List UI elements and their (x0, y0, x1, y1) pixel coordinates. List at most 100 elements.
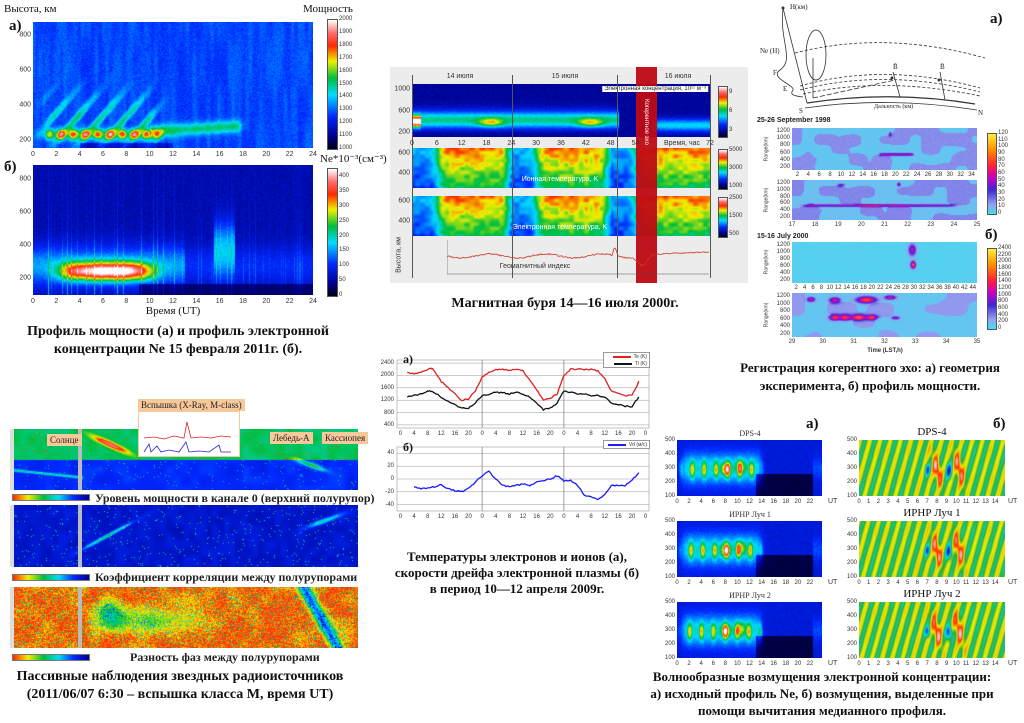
x-unit-label: UT (1008, 579, 1018, 586)
x-tick-label: 2 (876, 661, 881, 667)
ti-label: Ионная температура, K (521, 176, 599, 183)
b-field-arrow (892, 71, 901, 98)
colorbar-tick-label: 1300 (339, 106, 353, 113)
x-tick-label: 72 (706, 140, 714, 147)
fig2-day-label: 16 июля (664, 73, 692, 80)
x-tick-label: 6 (915, 661, 920, 667)
y-tick-label: 500 (664, 518, 675, 524)
colorbar-tick-label: 1100 (339, 132, 352, 139)
y-tick-label: 600 (398, 197, 410, 205)
x-tick-label: 10 (145, 151, 154, 158)
x-tick-label: 16 (215, 298, 224, 305)
x-tick-label: 21 (881, 222, 888, 228)
x-tick-label: 26 (893, 285, 901, 291)
series-line-0 (407, 367, 640, 402)
x-tick-label: 12 (746, 499, 753, 505)
cassiopeia-label: Кассиопея (322, 432, 369, 444)
ne-label: Электронная концентрация, 10¹¹ м⁻³ (602, 86, 708, 92)
fig1-xlabel: Время (UT) (145, 305, 201, 317)
y-tick-label: 200 (664, 560, 675, 566)
fig4-caption-line1: Температуры электронов и ионов (а), (406, 549, 628, 564)
x-tick-label: 1 (867, 661, 871, 667)
strip-colorbar (12, 574, 90, 581)
y-tick-label: 200 (779, 164, 790, 170)
ne-profile-title: DPS-4 (739, 429, 761, 438)
geomagnetic-index-chart (447, 240, 710, 275)
x-tick-label: 6 (811, 285, 815, 291)
colorbar-tick-label: 50 (998, 176, 1005, 183)
colorbar-tick-label: 400 (998, 311, 1009, 318)
x-tick-label: 6 (915, 499, 920, 505)
x-tick-label: 24 (913, 172, 921, 178)
x-tick-label: 8 (589, 431, 593, 437)
x-tick-label: 16 (451, 514, 459, 520)
fig4-legend-b: Vd (м/с) (603, 440, 650, 449)
fig2-ylabel: Высота, км (395, 237, 403, 273)
x-tick-label: 20 (262, 151, 271, 158)
y-tick-label: 600 (779, 149, 790, 156)
phase-difference-strip (14, 587, 358, 648)
y-tick-label: 200 (846, 560, 857, 566)
y-tick-label: 600 (19, 208, 31, 216)
x-tick-label: 11 (962, 580, 970, 586)
day-separator (412, 75, 413, 278)
x-tick-label: 16 (615, 431, 622, 437)
x-tick-label: 12 (169, 298, 177, 305)
x-tick-label: 33 (911, 339, 919, 345)
fig6-caption-line1: Волнообразные возмущения электронной кон… (652, 669, 992, 684)
y-tick-label: 200 (779, 214, 790, 220)
x-tick-label: 12 (601, 514, 609, 520)
x-tick-label: 2 (54, 151, 59, 158)
y-tick-label: 300 (664, 627, 675, 633)
colorbar-tick-label: 1800 (998, 265, 1012, 271)
disturbance-title: ИРНР Луч 2 (903, 588, 961, 600)
x-tick-label: 12 (746, 580, 753, 586)
x-tick-label: 16 (851, 285, 859, 291)
x-tick-label: 14 (192, 151, 201, 158)
x-tick-label: 16 (770, 580, 777, 586)
diagram-h-axis-label: H(км) (790, 3, 808, 11)
electron-density-colorbar (327, 168, 338, 297)
ne-colorbar (718, 86, 728, 138)
x-tick-label: 10 (734, 499, 741, 505)
y-tick-label: 500 (846, 599, 857, 605)
disturbance-heatmap (859, 521, 1005, 577)
coherent-echo-2000-full (792, 242, 977, 283)
y-tick-label: 0 (390, 476, 394, 482)
x-tick-label: 20 (892, 172, 899, 178)
colorbar-tick-label: 1400 (339, 93, 353, 100)
x-tick-label: 16 (451, 431, 459, 437)
x-tick-label: 20 (465, 514, 472, 520)
y-tick-label: 1200 (776, 128, 790, 134)
x-tick-label: 0 (643, 431, 648, 437)
colorbar-tick-label: 200 (339, 232, 350, 239)
te-colorbar (718, 197, 728, 238)
x-tick-label: 0 (398, 514, 403, 520)
y-tick-label: 300 (664, 546, 675, 552)
x-tick-label: 1 (867, 580, 871, 586)
x-tick-label: 6 (711, 499, 715, 505)
series-line-1 (406, 390, 640, 412)
x-tick-label: 0 (31, 151, 35, 158)
y-tick-label: 100 (846, 493, 857, 499)
colorbar-tick-label: 6 (729, 108, 733, 114)
x-tick-label: 40 (952, 285, 960, 291)
y-tick-label: 400 (19, 101, 31, 109)
x-tick-label: 12 (834, 285, 842, 291)
colorbar-tick-label: 200 (998, 318, 1009, 325)
x-tick-label: 31 (850, 339, 857, 345)
x-tick-label: 10 (952, 499, 960, 505)
x-tick-label: 8 (425, 514, 430, 520)
ne-profile-heatmap (677, 521, 822, 577)
x-tick-label: 5 (905, 661, 910, 667)
y-tick-label: 800 (779, 193, 790, 200)
diagram-b-label: B̄ (893, 63, 898, 71)
diagram-n-label: N (978, 109, 984, 117)
x-tick-label: 18 (482, 140, 491, 147)
strip-colorbar (12, 654, 90, 661)
fig1-caption-line2: концентрации Ne 15 февраля 2011г. (б). (53, 342, 303, 357)
coherent-echo-1998-full (792, 128, 977, 170)
x-tick-label: 4 (806, 172, 810, 178)
x-tick-label: 8 (425, 431, 430, 437)
day-separator (512, 75, 513, 278)
